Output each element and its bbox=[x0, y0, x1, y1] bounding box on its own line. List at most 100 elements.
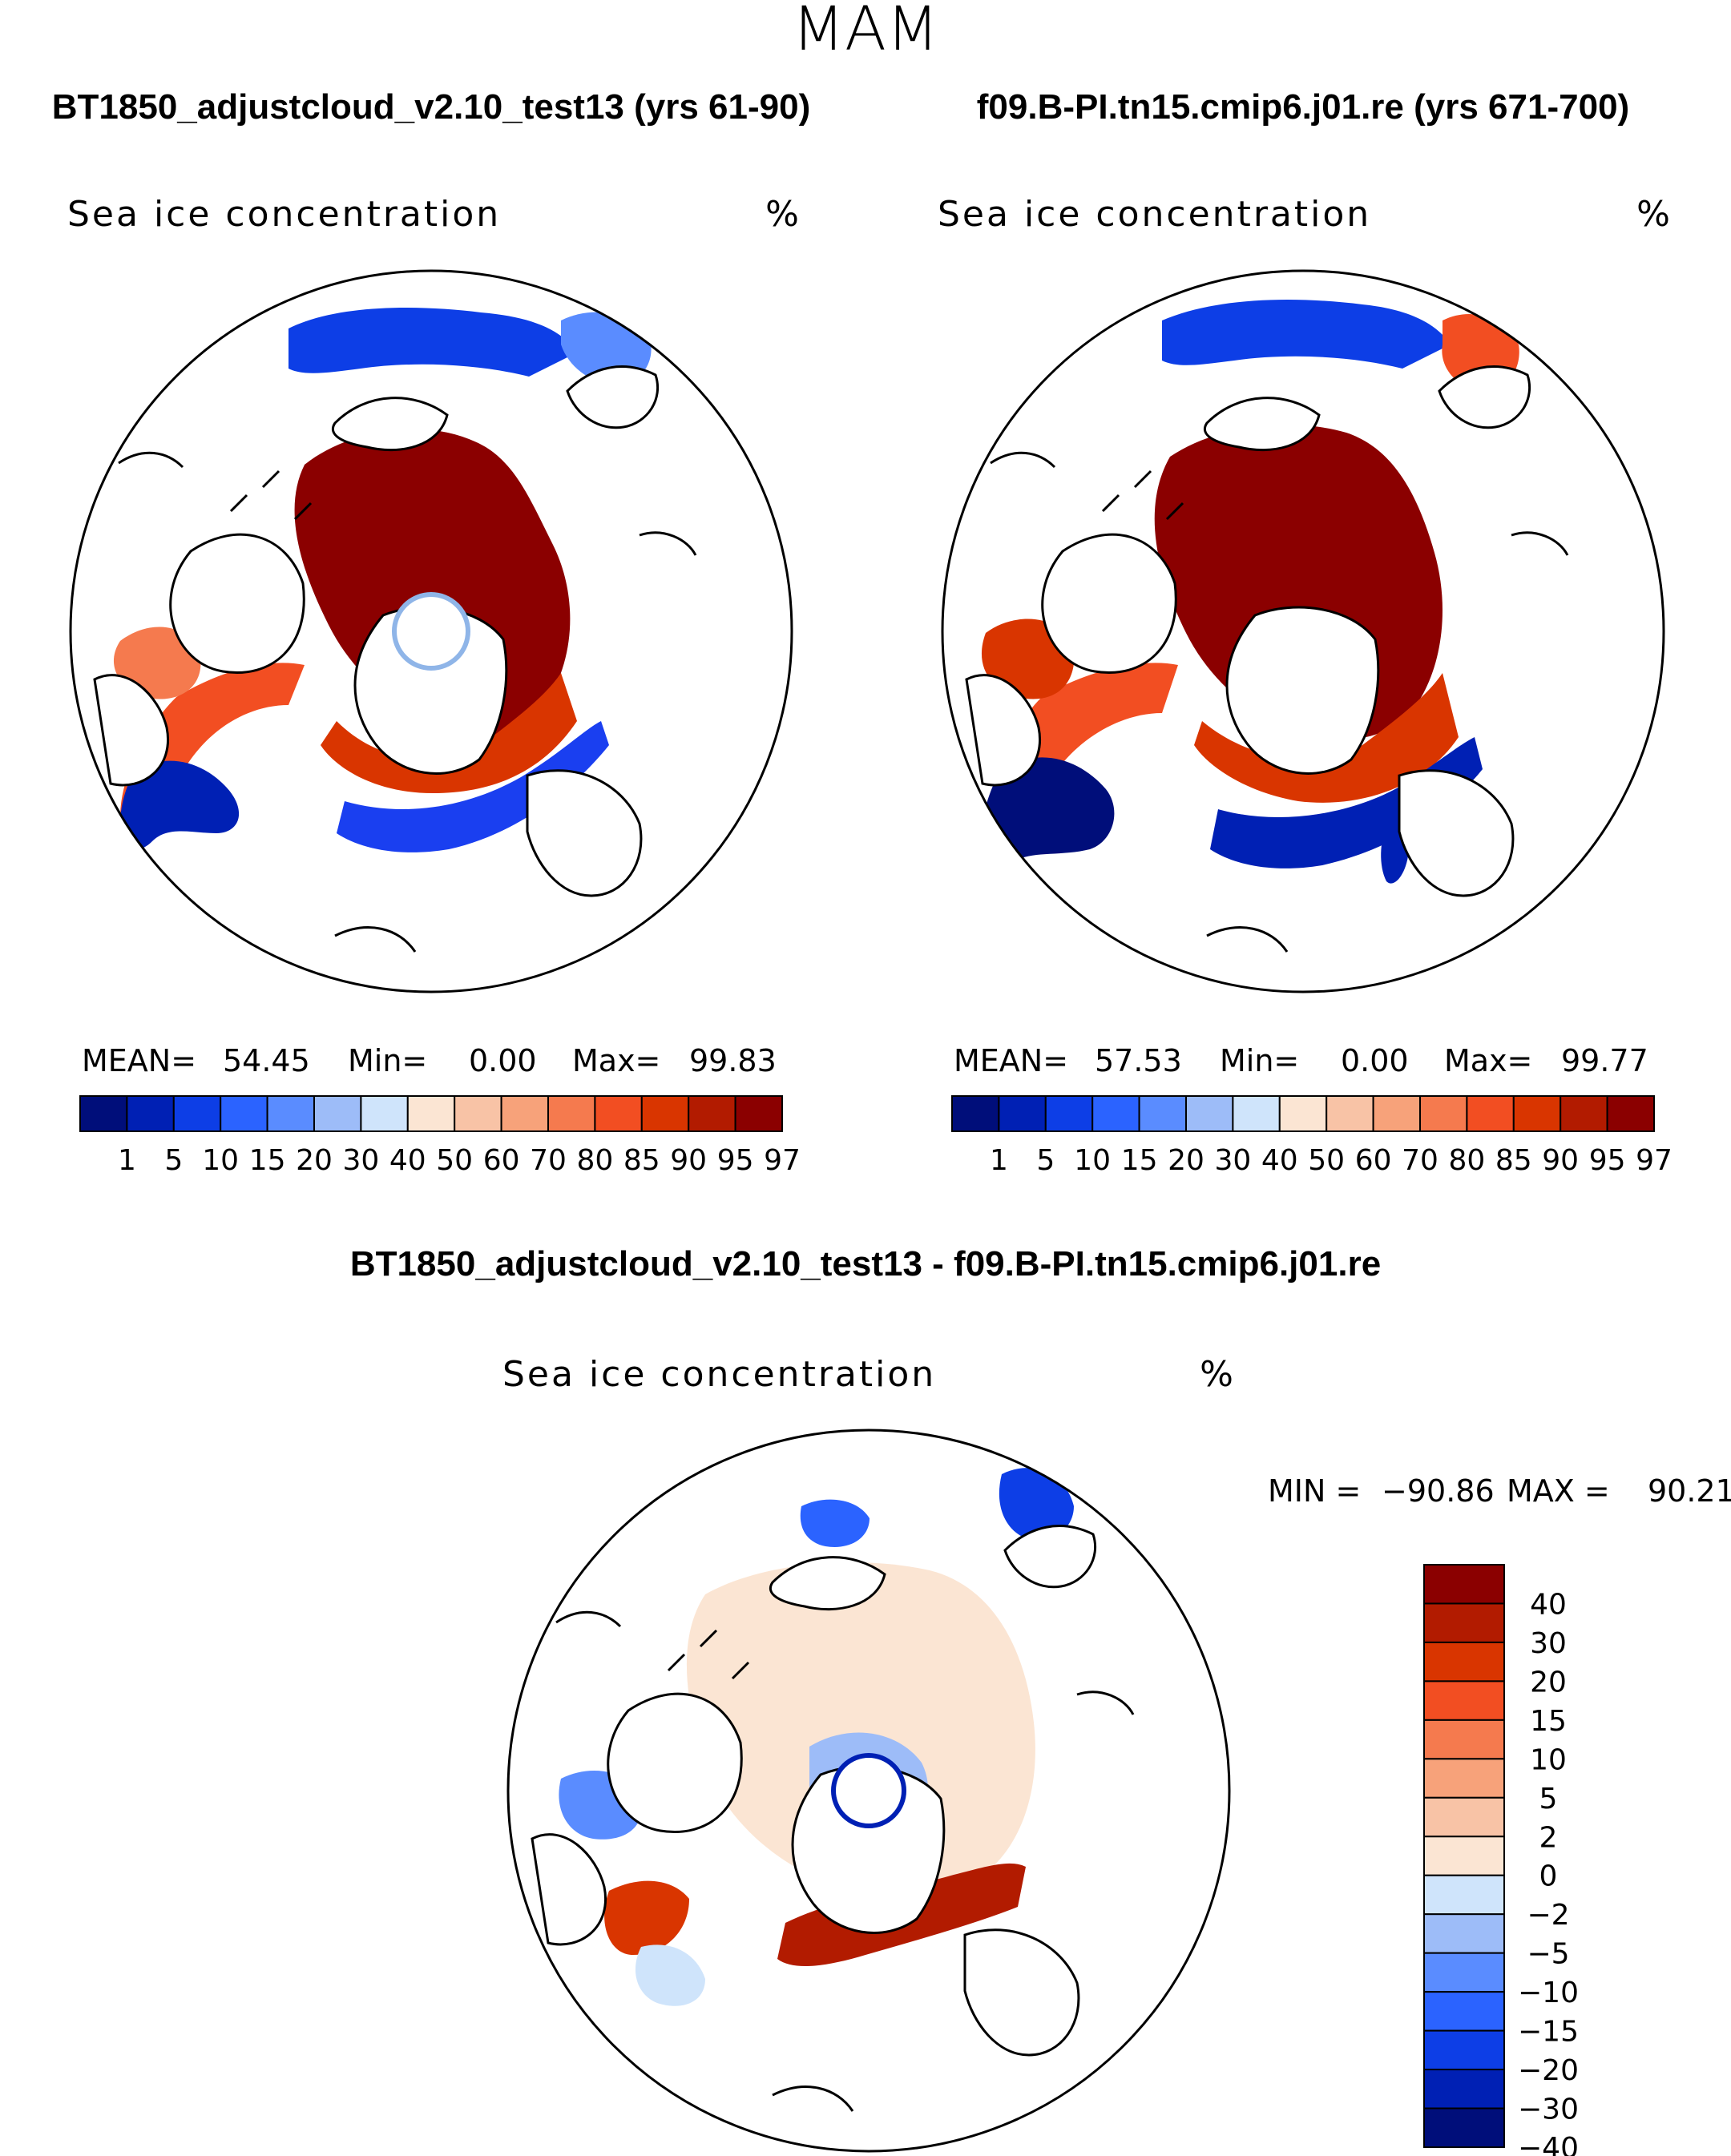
colorbar-swatch bbox=[640, 1095, 690, 1132]
colorbar-swatch bbox=[1423, 1836, 1505, 1876]
colorbar-tick-label: −40 bbox=[1518, 2132, 1579, 2156]
diff-neg-okhotsk bbox=[999, 1468, 1074, 1541]
ice-edge-left-pacific bbox=[288, 308, 577, 377]
map-left-border bbox=[69, 269, 793, 993]
colorbar-swatch bbox=[266, 1095, 316, 1132]
colorbar-swatch bbox=[1423, 1874, 1505, 1916]
ice-edge-right-pacific bbox=[1162, 300, 1451, 369]
colorbar-swatch bbox=[1423, 1913, 1505, 1954]
left-min-label: Min= bbox=[348, 1043, 427, 1078]
colorbar-tick-label: −15 bbox=[1518, 2016, 1579, 2049]
colorbar-swatch bbox=[1423, 1758, 1505, 1799]
panel-diff: BT1850_adjustcloud_v2.10_test13 - f09.B-… bbox=[350, 1244, 1731, 2156]
right-max-label: Max= bbox=[1444, 1043, 1532, 1078]
colorbar-tick-label: 85 bbox=[1495, 1144, 1532, 1177]
colorbar-tick-label: 50 bbox=[1308, 1144, 1345, 1177]
colorbar-tick-label: 15 bbox=[1530, 1705, 1567, 1738]
colorbar-tick-label: 5 bbox=[164, 1144, 183, 1177]
colorbar-swatch bbox=[1372, 1095, 1421, 1132]
map-diff-border bbox=[506, 1429, 1231, 2153]
right-mean-label: MEAN= bbox=[954, 1043, 1068, 1078]
colorbar-tick-label: 10 bbox=[1074, 1144, 1111, 1177]
colorbar-swatch bbox=[1423, 1680, 1505, 1721]
colorbar-tick-label: 70 bbox=[530, 1144, 567, 1177]
diff-core bbox=[686, 1562, 1035, 1898]
colorbar-tick-label: 40 bbox=[1530, 1588, 1567, 1621]
colorbar-swatch bbox=[594, 1095, 643, 1132]
panel-right-variable: Sea ice concentration bbox=[938, 194, 1371, 235]
colorbar-tick-label: 97 bbox=[1636, 1144, 1672, 1177]
colorbar-tick-label: 1 bbox=[118, 1144, 136, 1177]
colorbar-tick-label: 2 bbox=[1539, 1821, 1558, 1854]
colorbar-swatch bbox=[1512, 1095, 1562, 1132]
colorbar-swatch bbox=[1606, 1095, 1655, 1132]
colorbar-swatch bbox=[220, 1095, 268, 1132]
colorbar-swatch bbox=[547, 1095, 596, 1132]
colorbar-swatch bbox=[1044, 1095, 1094, 1132]
colorbar-swatch bbox=[1232, 1095, 1281, 1132]
colorbar-tick-label: 30 bbox=[1214, 1144, 1251, 1177]
colorbar-tick-label: 70 bbox=[1402, 1144, 1438, 1177]
colorbar-swatch bbox=[1423, 1719, 1505, 1760]
colorbar-tick-label: 95 bbox=[717, 1144, 754, 1177]
colorbar-tick-label: 15 bbox=[1121, 1144, 1158, 1177]
colorbar-swatch bbox=[1419, 1095, 1468, 1132]
right-max-value: 99.77 bbox=[1561, 1043, 1648, 1078]
colorbar-swatch bbox=[1423, 2069, 1505, 2110]
colorbar-swatch bbox=[1423, 1952, 1505, 1993]
colorbar-tick-label: −2 bbox=[1527, 1899, 1569, 1932]
colorbar-tick-label: −10 bbox=[1518, 1977, 1579, 2009]
colorbar-swatch bbox=[500, 1095, 549, 1132]
panel-left-title: BT1850_adjustcloud_v2.10_test13 (yrs 61-… bbox=[52, 87, 811, 127]
diff-min-value: −90.86 bbox=[1382, 1473, 1495, 1509]
colorbar-swatch bbox=[1423, 1564, 1505, 1605]
colorbar-swatch bbox=[1325, 1095, 1374, 1132]
colorbar-swatch bbox=[1423, 1991, 1505, 2032]
colorbar-swatch bbox=[1423, 1641, 1505, 1682]
colorbar-tick-label: 60 bbox=[483, 1144, 520, 1177]
panel-diff-title: BT1850_adjustcloud_v2.10_test13 - f09.B-… bbox=[350, 1244, 1381, 1284]
colorbar-tick-label: 0 bbox=[1539, 1860, 1558, 1893]
colorbar-tick-label: 5 bbox=[1036, 1144, 1055, 1177]
colorbar-swatch bbox=[1091, 1095, 1140, 1132]
colorbar-tick-label: 1 bbox=[990, 1144, 1008, 1177]
colorbar-swatch bbox=[126, 1095, 175, 1132]
polar-hole-left bbox=[392, 592, 470, 671]
colorbar-tick-label: −20 bbox=[1518, 2054, 1579, 2087]
diff-min-label: MIN = bbox=[1268, 1473, 1361, 1509]
colorbar-tick-label: 40 bbox=[389, 1144, 426, 1177]
colorbar-swatch bbox=[1423, 1796, 1505, 1838]
diff-max-value: 90.21 bbox=[1648, 1473, 1731, 1509]
ice-edge-right-atlantic bbox=[1210, 737, 1483, 868]
left-max-value: 99.83 bbox=[689, 1043, 777, 1078]
colorbar-tick-label: −5 bbox=[1527, 1938, 1569, 1971]
colorbar-tick-label: 20 bbox=[1168, 1144, 1204, 1177]
diff-pos-labrador bbox=[604, 1880, 689, 1955]
colorbar-swatch bbox=[313, 1095, 362, 1132]
colorbar-swatch bbox=[1423, 2107, 1505, 2149]
colorbar-tick-label: 80 bbox=[576, 1144, 613, 1177]
panel-right: f09.B-PI.tn15.cmip6.j01.re (yrs 671-700)… bbox=[938, 87, 1672, 1177]
map-right-border bbox=[941, 269, 1665, 993]
left-max-label: Max= bbox=[572, 1043, 660, 1078]
left-mean-value: 54.45 bbox=[223, 1043, 310, 1078]
map-diff bbox=[508, 1430, 1229, 2151]
colorbar-swatch bbox=[951, 1095, 1000, 1132]
panel-left: BT1850_adjustcloud_v2.10_test13 (yrs 61-… bbox=[52, 87, 811, 1177]
panel-right-title: f09.B-PI.tn15.cmip6.j01.re (yrs 671-700) bbox=[977, 87, 1629, 127]
colorbar-tick-label: 80 bbox=[1448, 1144, 1485, 1177]
map-right bbox=[942, 271, 1664, 992]
colorbar-swatch bbox=[1560, 1095, 1608, 1132]
colorbar-tick-label: 5 bbox=[1539, 1783, 1558, 1815]
diff-neg-gulf bbox=[635, 1944, 705, 2006]
colorbar-swatch bbox=[1423, 1602, 1505, 1643]
colorbar-tick-label: 30 bbox=[1530, 1627, 1567, 1660]
colorbar-left: 1 5 10 15 20 30 40 50 60 70 80 85 90 95 97 bbox=[79, 1095, 801, 1177]
map-left bbox=[71, 271, 792, 992]
colorbar-swatch bbox=[1185, 1095, 1234, 1132]
panel-left-variable: Sea ice concentration bbox=[67, 194, 501, 235]
diff-max-label: MAX = bbox=[1507, 1473, 1610, 1509]
colorbar-swatch bbox=[1423, 2029, 1505, 2071]
